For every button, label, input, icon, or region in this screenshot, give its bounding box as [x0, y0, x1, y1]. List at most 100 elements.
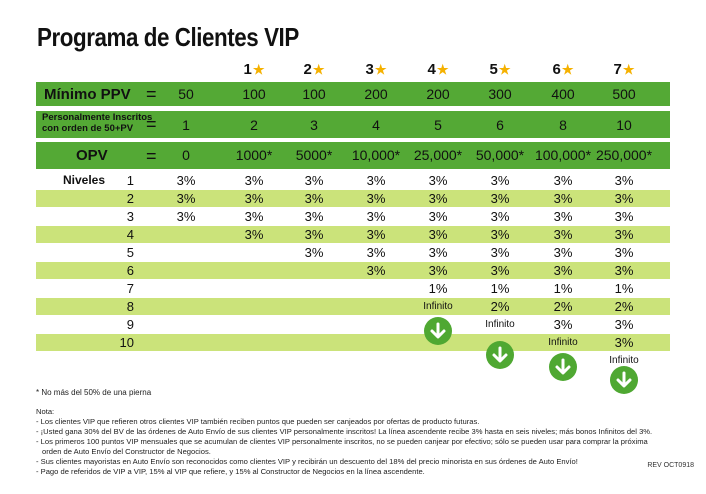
level-row-label: 3	[126, 209, 134, 224]
percent-cell: 3%	[244, 173, 264, 188]
percent-cell: 1%	[553, 281, 573, 296]
minimo-ppv-value: 100	[242, 86, 266, 102]
level-number: 1	[243, 61, 252, 78]
page-title: Programa de Clientes VIP	[37, 22, 299, 52]
percent-cell: 1%	[490, 281, 510, 296]
percent-cell: 3%	[553, 317, 573, 332]
minimo-ppv-value: 500	[612, 86, 636, 102]
personal-inscritos-label-1: Personalmente Inscritos	[42, 112, 153, 123]
percent-cell: 3%	[614, 191, 634, 206]
opv-value: 100,000*	[534, 147, 592, 163]
percent-cell: 3%	[304, 191, 324, 206]
percent-cell: 3%	[490, 173, 510, 188]
percent-cell: 3%	[304, 209, 324, 224]
percent-cell: 3%	[366, 173, 386, 188]
personal-inscritos-value: 1	[182, 117, 190, 133]
level-row-label: 6	[126, 263, 134, 278]
level-row-label: 8	[126, 299, 134, 314]
percent-cell: 3%	[553, 173, 573, 188]
percent-cell: 1%	[614, 281, 634, 296]
personal-inscritos-value: 5	[434, 117, 442, 133]
minimo-ppv-value: 50	[178, 86, 194, 102]
opv-band	[36, 142, 670, 169]
percent-cell: 3%	[366, 209, 386, 224]
personal-inscritos-value: 3	[310, 117, 318, 133]
level-number: 4	[427, 61, 436, 78]
niveles-label: Niveles	[63, 173, 106, 187]
minimo-ppv-band	[36, 82, 670, 106]
percent-cell: 2%	[490, 299, 510, 314]
star-icon: ★	[436, 62, 449, 77]
infinito-label: Infinito	[548, 337, 578, 348]
percent-cell: 3%	[614, 227, 634, 242]
note-line: - Sus clientes mayoristas en Auto Envío …	[36, 457, 578, 466]
percent-cell: 3%	[553, 245, 573, 260]
opv-value: 10,000*	[351, 147, 401, 163]
level-header: 4★	[418, 61, 458, 78]
level-number: 2	[303, 61, 312, 78]
level-row	[36, 298, 670, 315]
percent-cell: 3%	[614, 245, 634, 260]
level-row-label: 5	[126, 245, 134, 260]
opv-value: 25,000*	[413, 147, 463, 163]
minimo-ppv-value: 200	[426, 86, 450, 102]
percent-cell: 3%	[428, 191, 448, 206]
star-icon: ★	[312, 62, 325, 77]
percent-cell: 3%	[176, 173, 196, 188]
percent-cell: 3%	[244, 227, 264, 242]
down-arrow-icon	[610, 366, 638, 394]
personal-inscritos-label-2: con orden de 50+PV	[42, 123, 134, 134]
percent-cell: 3%	[244, 209, 264, 224]
equals-sign: =	[146, 84, 157, 104]
percent-cell: 3%	[428, 173, 448, 188]
level-header: 3★	[356, 61, 396, 78]
down-arrow-icon	[549, 353, 577, 381]
note-line: - Los primeros 100 puntos VIP mensuales …	[36, 437, 648, 446]
level-header: 1★	[234, 61, 274, 78]
personal-inscritos-value: 4	[372, 117, 380, 133]
personal-inscritos-value: 6	[496, 117, 504, 133]
opv-value: 5000*	[295, 147, 333, 163]
star-icon: ★	[374, 62, 387, 77]
percent-cell: 3%	[490, 191, 510, 206]
percent-cell: 3%	[176, 209, 196, 224]
level-header: 6★	[543, 61, 583, 78]
opv-value: 1000*	[235, 147, 273, 163]
percent-cell: 3%	[366, 191, 386, 206]
star-icon: ★	[622, 62, 635, 77]
personal-inscritos-value: 2	[250, 117, 258, 133]
personal-inscritos-value: 8	[559, 117, 567, 133]
opv-label: OPV	[76, 147, 108, 164]
level-row-label: 7	[126, 281, 134, 296]
level-header: 5★	[480, 61, 520, 78]
note-line: - ¡Usted gana 30% del BV de las órdenes …	[36, 427, 653, 436]
level-header: 7★	[604, 61, 644, 78]
percent-cell: 3%	[428, 227, 448, 242]
percent-cell: 3%	[244, 191, 264, 206]
level-row-label: 4	[126, 227, 134, 242]
level-row-label: 1	[126, 173, 134, 188]
percent-cell: 3%	[490, 263, 510, 278]
percent-cell: 3%	[614, 335, 634, 350]
percent-cell: 3%	[490, 245, 510, 260]
opv-value: 0	[182, 147, 190, 163]
percent-cell: 3%	[614, 317, 634, 332]
note-line: - Los clientes VIP que refieren otros cl…	[36, 417, 480, 426]
percent-cell: 3%	[553, 227, 573, 242]
down-arrow-icon	[486, 341, 514, 369]
revision-code: REV OCT0918	[647, 462, 694, 469]
percent-cell: 2%	[614, 299, 634, 314]
minimo-ppv-value: 300	[488, 86, 512, 102]
percent-cell: 3%	[614, 173, 634, 188]
level-number: 5	[489, 61, 498, 78]
percent-cell: 3%	[553, 263, 573, 278]
level-number: 7	[613, 61, 622, 78]
equals-sign: =	[146, 114, 157, 134]
level-row-label: 10	[119, 335, 134, 350]
percent-cell: 3%	[304, 173, 324, 188]
percent-cell: 3%	[490, 227, 510, 242]
minimo-ppv-value: 400	[551, 86, 575, 102]
down-arrow-icon	[424, 317, 452, 345]
infinito-label: Infinito	[423, 301, 453, 312]
percent-cell: 3%	[490, 209, 510, 224]
